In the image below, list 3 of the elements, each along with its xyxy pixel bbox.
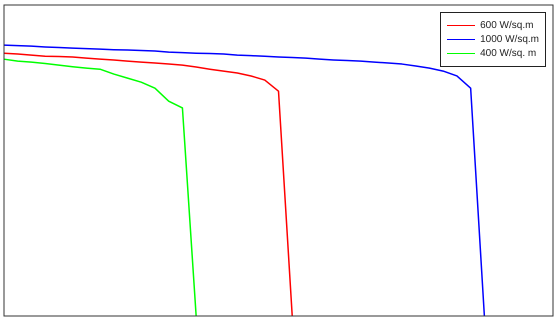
legend-label: 400 W/sq. m (480, 48, 536, 59)
legend-label: 1000 W/sq.m (480, 34, 539, 45)
legend-label: 600 W/sq.m (480, 20, 534, 31)
